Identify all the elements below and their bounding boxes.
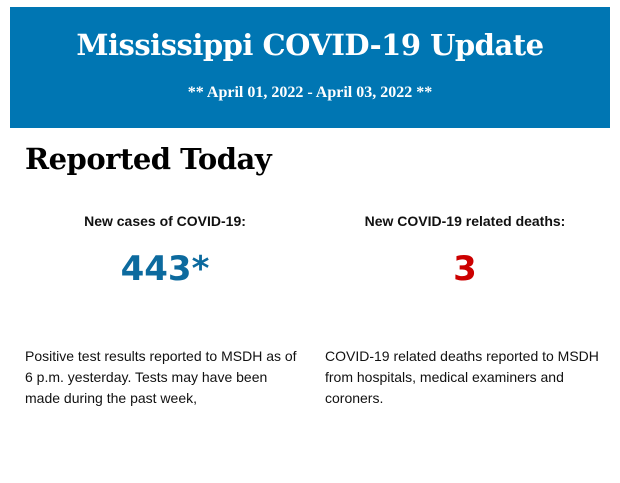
new-cases-value: 443* xyxy=(120,249,210,289)
new-cases-label: New cases of COVID-19: xyxy=(84,213,246,229)
new-deaths-description: COVID-19 related deaths reported to MSDH… xyxy=(325,348,599,406)
page-title: Mississippi COVID-19 Update xyxy=(76,28,544,62)
new-deaths-label: New COVID-19 related deaths: xyxy=(364,213,566,229)
section-title: Reported Today xyxy=(25,142,272,176)
header-banner: Mississippi COVID-19 Update ** April 01,… xyxy=(10,7,610,128)
new-deaths-panel: New COVID-19 related deaths: 3 COVID-19 … xyxy=(325,213,605,406)
new-cases-panel: New cases of COVID-19: 443* Positive tes… xyxy=(25,213,305,406)
date-range: ** April 01, 2022 - April 03, 2022 ** xyxy=(187,84,433,101)
new-cases-description: Positive test results reported to MSDH a… xyxy=(25,348,297,406)
new-deaths-value: 3 xyxy=(453,249,477,289)
